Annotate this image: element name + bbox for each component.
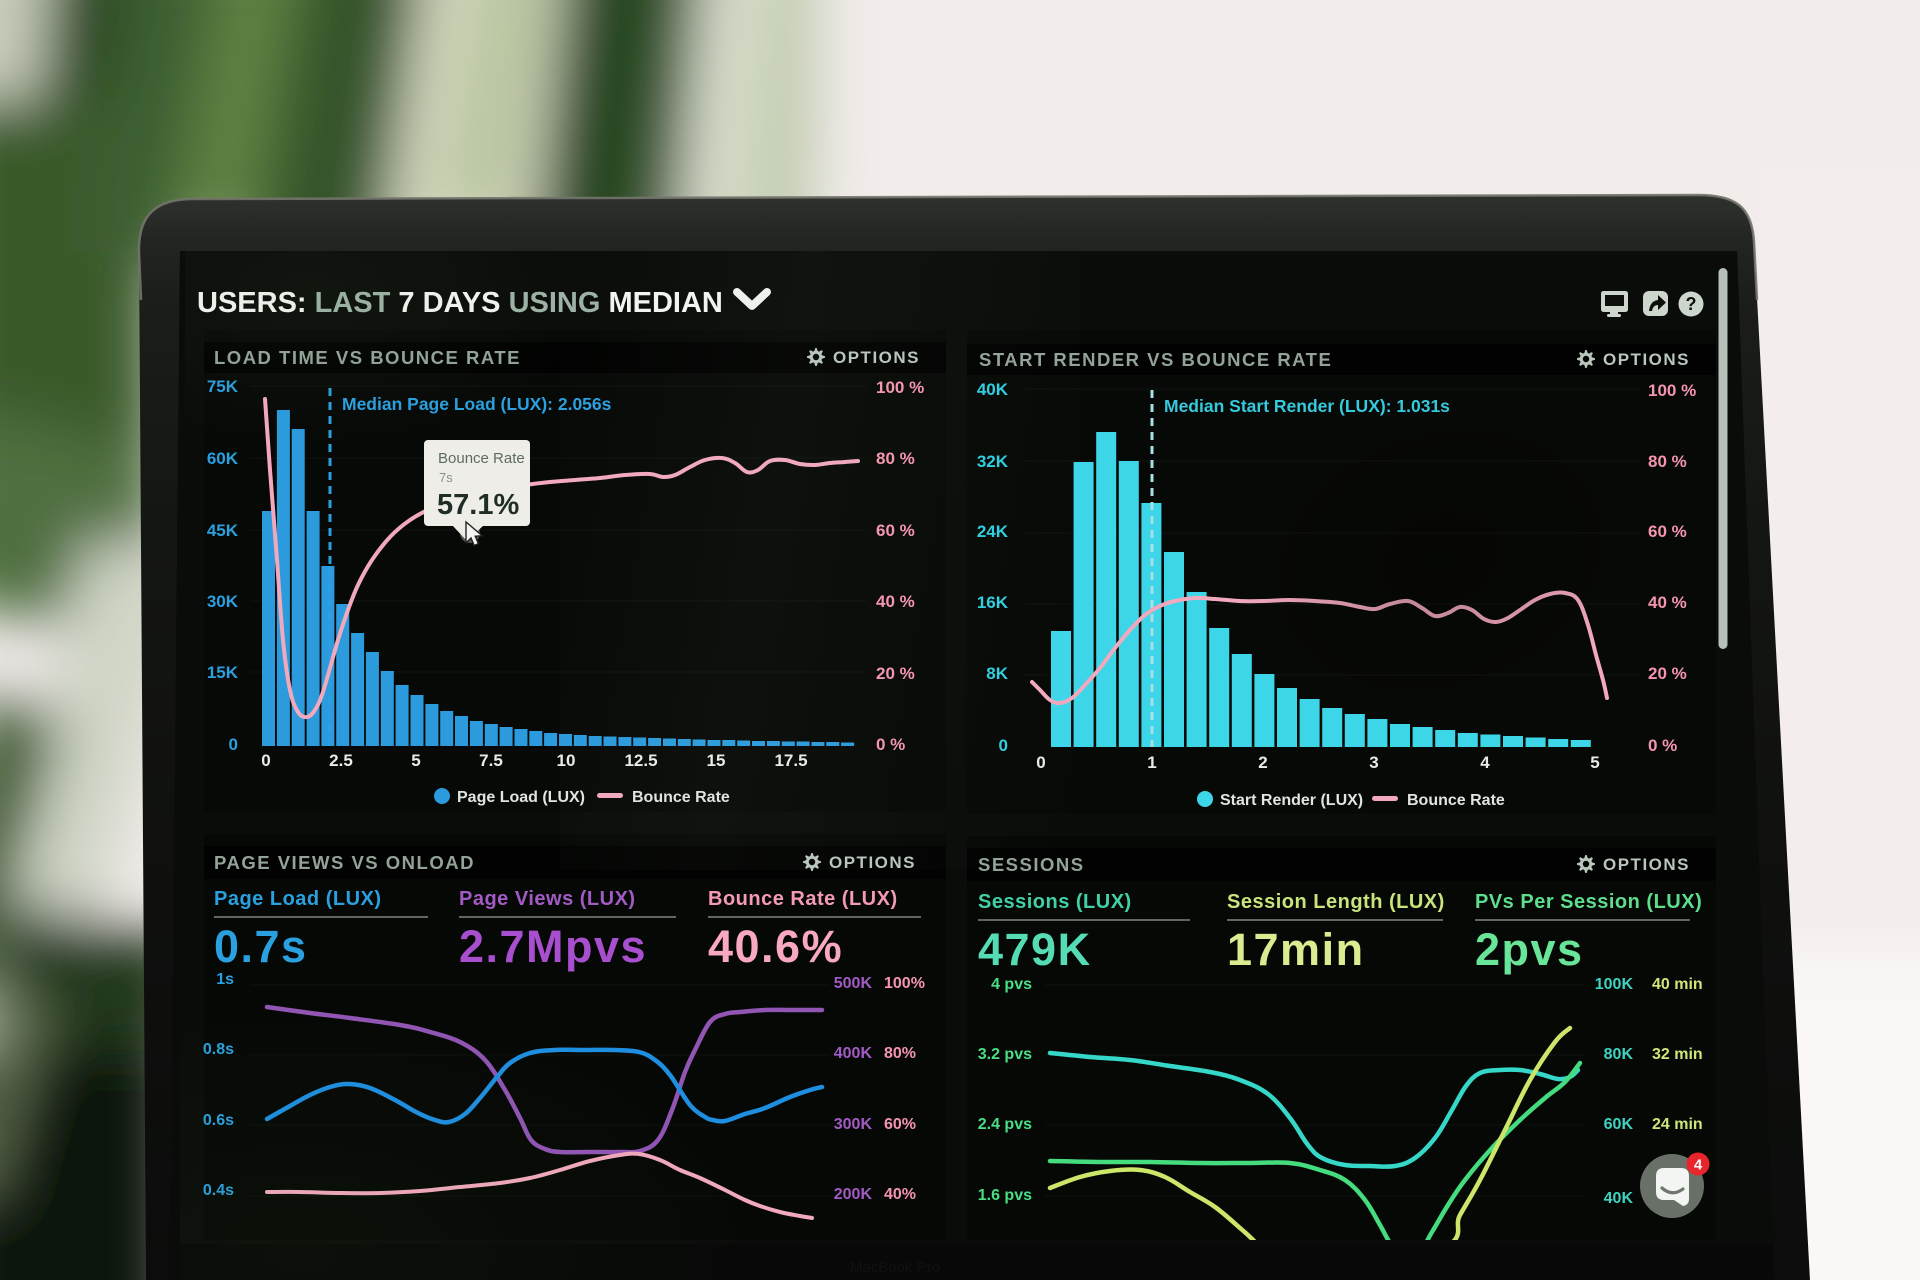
- svg-text:1.6 pvs: 1.6 pvs: [978, 1187, 1032, 1204]
- svg-text:40K: 40K: [977, 380, 1009, 399]
- svg-text:8K: 8K: [986, 664, 1008, 683]
- svg-text:Bounce Rate (LUX): Bounce Rate (LUX): [708, 888, 898, 910]
- svg-text:100 %: 100 %: [876, 378, 924, 397]
- svg-text:0.6s: 0.6s: [203, 1112, 234, 1129]
- svg-text:START RENDER VS BOUNCE RATE: START RENDER VS BOUNCE RATE: [979, 349, 1332, 370]
- svg-text:32 min: 32 min: [1652, 1046, 1703, 1063]
- svg-text:USERS: LAST 7 DAYS USING MEDIA: USERS: LAST 7 DAYS USING MEDIAN: [197, 287, 723, 319]
- svg-text:15K: 15K: [207, 663, 239, 682]
- svg-text:5: 5: [1590, 753, 1599, 772]
- svg-text:80 %: 80 %: [1648, 452, 1687, 471]
- svg-text:45K: 45K: [207, 521, 239, 540]
- svg-text:80%: 80%: [884, 1045, 916, 1062]
- svg-text:0.8s: 0.8s: [203, 1041, 234, 1058]
- svg-text:PAGE VIEWS VS ONLOAD: PAGE VIEWS VS ONLOAD: [214, 852, 475, 873]
- svg-text:Page Views (LUX): Page Views (LUX): [459, 888, 636, 910]
- svg-text:12.5: 12.5: [624, 751, 657, 770]
- svg-text:3.2 pvs: 3.2 pvs: [978, 1046, 1032, 1063]
- svg-text:Start Render (LUX): Start Render (LUX): [1220, 792, 1363, 809]
- svg-text:2.5: 2.5: [329, 751, 353, 770]
- svg-text:17min: 17min: [1227, 924, 1365, 975]
- svg-text:0: 0: [1036, 753, 1045, 772]
- svg-text:2.4 pvs: 2.4 pvs: [978, 1116, 1032, 1133]
- svg-text:40 %: 40 %: [876, 592, 915, 611]
- svg-text:Bounce Rate: Bounce Rate: [1407, 792, 1505, 809]
- svg-text:OPTIONS: OPTIONS: [1603, 855, 1690, 874]
- svg-text:7s: 7s: [439, 470, 453, 485]
- svg-text:1s: 1s: [216, 971, 234, 988]
- svg-text:32K: 32K: [977, 452, 1009, 471]
- svg-text:200K: 200K: [834, 1186, 873, 1203]
- svg-text:4: 4: [1694, 1157, 1703, 1174]
- svg-text:80K: 80K: [1604, 1046, 1634, 1063]
- svg-text:SESSIONS: SESSIONS: [978, 854, 1085, 875]
- svg-text:300K: 300K: [834, 1116, 873, 1133]
- svg-text:MacBook Pro: MacBook Pro: [850, 1259, 940, 1276]
- svg-text:PVs Per Session (LUX): PVs Per Session (LUX): [1475, 891, 1702, 913]
- svg-text:0: 0: [999, 736, 1008, 755]
- svg-text:16K: 16K: [977, 593, 1009, 612]
- svg-text:0.4s: 0.4s: [203, 1182, 234, 1199]
- svg-text:7.5: 7.5: [479, 751, 503, 770]
- svg-text:400K: 400K: [834, 1045, 873, 1062]
- svg-text:?: ?: [1686, 294, 1697, 314]
- svg-text:24K: 24K: [977, 522, 1009, 541]
- svg-text:100%: 100%: [884, 975, 925, 992]
- svg-text:10: 10: [557, 751, 576, 770]
- svg-text:15: 15: [707, 751, 726, 770]
- svg-text:3: 3: [1369, 753, 1378, 772]
- svg-text:Session Length (LUX): Session Length (LUX): [1227, 891, 1445, 913]
- svg-text:60 %: 60 %: [1648, 522, 1687, 541]
- svg-text:40 min: 40 min: [1652, 976, 1703, 993]
- svg-text:17.5: 17.5: [774, 751, 807, 770]
- svg-text:60 %: 60 %: [876, 521, 915, 540]
- svg-text:40 %: 40 %: [1648, 593, 1687, 612]
- svg-text:0 %: 0 %: [1648, 736, 1677, 755]
- svg-text:4: 4: [1480, 753, 1490, 772]
- svg-text:30K: 30K: [207, 592, 239, 611]
- svg-text:OPTIONS: OPTIONS: [833, 348, 920, 367]
- svg-text:479K: 479K: [978, 924, 1092, 975]
- svg-text:24 min: 24 min: [1652, 1116, 1703, 1133]
- svg-text:40.6%: 40.6%: [708, 921, 843, 972]
- svg-text:2.7Mpvs: 2.7Mpvs: [459, 921, 647, 972]
- svg-text:Median Page Load (LUX): 2.056s: Median Page Load (LUX): 2.056s: [342, 394, 612, 414]
- svg-text:2: 2: [1258, 753, 1267, 772]
- svg-text:100K: 100K: [1595, 976, 1634, 993]
- svg-text:4 pvs: 4 pvs: [991, 976, 1032, 993]
- svg-text:20 %: 20 %: [876, 664, 915, 683]
- svg-text:OPTIONS: OPTIONS: [829, 853, 916, 872]
- svg-text:57.1%: 57.1%: [437, 489, 519, 521]
- svg-text:75K: 75K: [207, 377, 239, 396]
- svg-text:Page Load (LUX): Page Load (LUX): [214, 888, 382, 910]
- svg-text:60K: 60K: [207, 449, 239, 468]
- svg-text:Bounce Rate: Bounce Rate: [438, 450, 525, 467]
- svg-text:20 %: 20 %: [1648, 664, 1687, 683]
- svg-text:0: 0: [229, 735, 238, 754]
- svg-text:Page Load (LUX): Page Load (LUX): [457, 789, 585, 806]
- svg-text:1: 1: [1147, 753, 1156, 772]
- svg-text:40%: 40%: [884, 1186, 916, 1203]
- svg-text:OPTIONS: OPTIONS: [1603, 350, 1690, 369]
- svg-text:500K: 500K: [834, 975, 873, 992]
- svg-text:LOAD TIME VS BOUNCE RATE: LOAD TIME VS BOUNCE RATE: [214, 347, 521, 368]
- svg-text:60%: 60%: [884, 1116, 916, 1133]
- svg-text:0 %: 0 %: [876, 735, 905, 754]
- svg-text:Sessions (LUX): Sessions (LUX): [978, 891, 1132, 913]
- svg-text:5: 5: [411, 751, 420, 770]
- svg-text:40K: 40K: [1604, 1190, 1634, 1207]
- svg-text:60K: 60K: [1604, 1116, 1634, 1133]
- svg-text:0.7s: 0.7s: [214, 921, 308, 972]
- svg-text:Median Start Render (LUX): 1.0: Median Start Render (LUX): 1.031s: [1164, 396, 1450, 416]
- svg-text:80 %: 80 %: [876, 449, 915, 468]
- svg-text:2pvs: 2pvs: [1475, 924, 1584, 975]
- svg-text:0: 0: [261, 751, 270, 770]
- svg-text:Bounce Rate: Bounce Rate: [632, 789, 730, 806]
- svg-text:100 %: 100 %: [1648, 381, 1696, 400]
